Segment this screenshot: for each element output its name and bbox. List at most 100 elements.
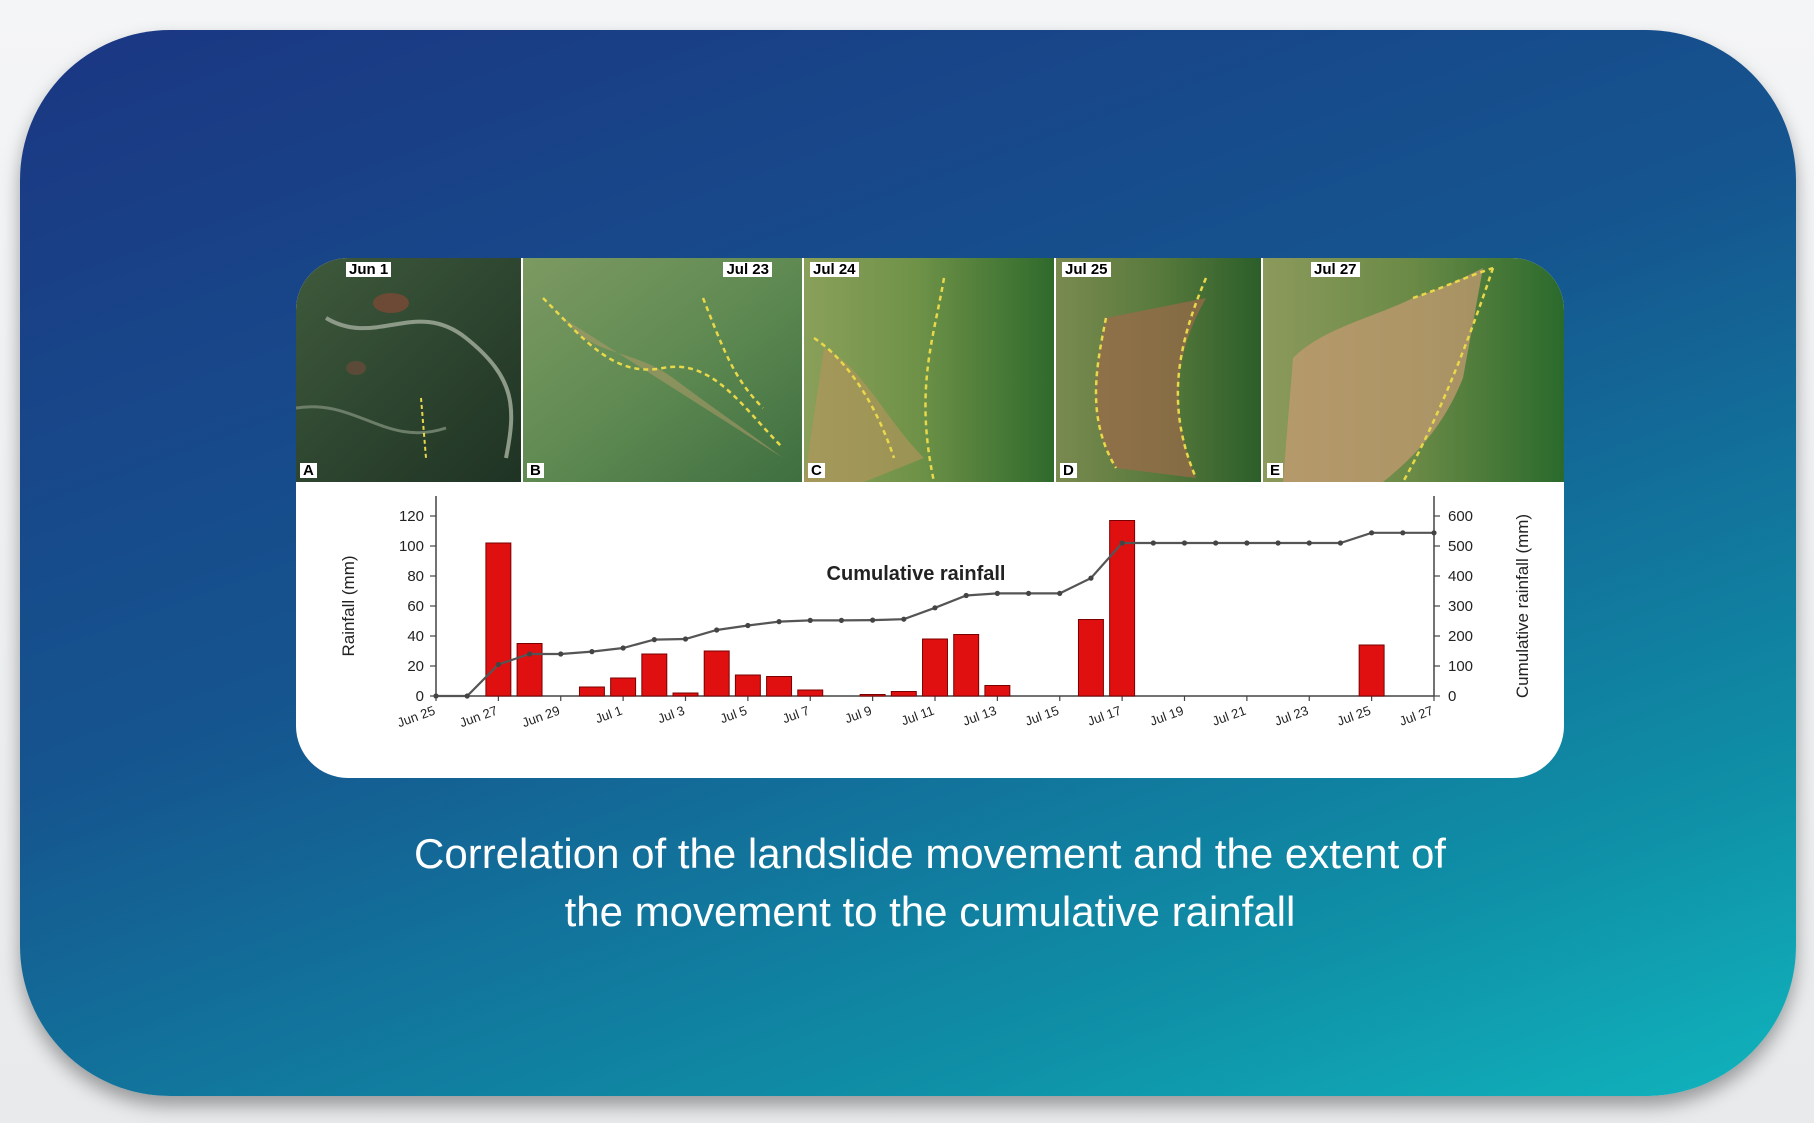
x-tick-label: Jul 11 [899, 703, 936, 729]
y2-tick-label: 600 [1448, 508, 1473, 525]
y2-tick-label: 100 [1448, 658, 1473, 675]
rainfall-bar [859, 694, 886, 697]
photo-a-image [296, 258, 521, 482]
rainfall-bar [890, 691, 917, 697]
y2-tick-label: 500 [1448, 538, 1473, 555]
x-tick-label: Jun 25 [395, 703, 437, 730]
photo-a-date: Jun 1 [346, 262, 392, 277]
x-tick-label: Jul 27 [1397, 703, 1435, 729]
rainfall-bar [766, 676, 793, 697]
cumulative-point [807, 617, 813, 623]
photo-e-date: Jul 27 [1311, 262, 1360, 277]
x-tick-label: Jul 7 [780, 703, 811, 726]
x-tick-label: Jul 5 [718, 703, 749, 726]
cumulative-point [745, 622, 751, 629]
rainfall-bar [641, 653, 668, 697]
y-tick-label: 100 [399, 538, 424, 555]
cumulative-point [932, 605, 938, 611]
cumulative-point [433, 693, 439, 699]
photo-e: Jul 27 E [1263, 258, 1564, 482]
rainfall-bar [734, 674, 761, 697]
y-tick-label: 0 [416, 688, 424, 705]
cumulative-point [1400, 530, 1406, 536]
x-tick-label: Jul 1 [593, 703, 624, 726]
x-tick-label: Jul 19 [1148, 703, 1186, 729]
photo-c-image [804, 258, 1054, 482]
cumulative-point [901, 616, 907, 622]
rainfall-bar [984, 685, 1011, 697]
y2-tick-label: 0 [1448, 688, 1456, 705]
caption-line-2: the movement to the cumulative rainfall [564, 888, 1296, 935]
cumulative-point [1213, 540, 1219, 546]
rainfall-bar [578, 686, 605, 697]
rainfall-bar [610, 677, 637, 697]
cumulative-annotation: Cumulative rainfall [827, 563, 1006, 585]
cumulative-point [1431, 530, 1437, 536]
x-tick-label: Jun 27 [458, 703, 500, 730]
y-tick-label: 20 [407, 658, 424, 675]
cumulative-point [1150, 540, 1156, 546]
figure-caption: Correlation of the landslide movement an… [296, 825, 1564, 941]
y2-tick-label: 300 [1448, 598, 1473, 615]
photo-e-letter: E [1267, 463, 1284, 478]
cumulative-point [682, 636, 689, 642]
y-tick-label: 120 [399, 508, 424, 525]
y-tick-label: 60 [407, 598, 424, 615]
rainfall-bars [485, 520, 1385, 697]
cumulative-point [620, 645, 626, 651]
cumulative-point [464, 693, 470, 699]
slide-card: Jun 1 A Jul 23 B [20, 30, 1796, 1096]
rainfall-bar [1077, 619, 1104, 697]
caption-line-1: Correlation of the landslide movement an… [414, 830, 1446, 877]
photo-strip: Jun 1 A Jul 23 B [296, 258, 1564, 482]
rainfall-bar [953, 634, 980, 697]
y-tick-label: 80 [407, 568, 424, 585]
x-tick-label: Jul 13 [961, 703, 999, 729]
photo-a-letter: A [300, 463, 317, 478]
cumulative-point [1275, 540, 1281, 546]
rainfall-bar [797, 689, 824, 697]
photo-c: Jul 24 C [804, 258, 1054, 482]
photo-c-letter: C [808, 463, 825, 478]
rainfall-bar [922, 638, 948, 697]
photo-d-image [1056, 258, 1261, 482]
cumulative-point [994, 590, 1000, 596]
photo-d-letter: D [1060, 463, 1077, 478]
rainfall-bar [485, 542, 512, 697]
cumulative-point [1369, 530, 1375, 536]
photo-b-letter: B [527, 463, 544, 478]
photo-c-date: Jul 24 [810, 262, 859, 277]
figure-panel: Jun 1 A Jul 23 B [296, 258, 1564, 778]
cumulative-point [1088, 575, 1094, 581]
photo-d: Jul 25 D [1056, 258, 1261, 482]
rainfall-bar [1358, 644, 1385, 697]
cumulative-point [776, 619, 782, 625]
rainfall-bar [703, 650, 730, 697]
y-tick-label: 40 [407, 628, 424, 645]
cumulative-point [651, 637, 657, 643]
cumulative-point [1057, 590, 1063, 596]
rainfall-chart: 0 20 40 60 80 100 120 0 100 200 300 400 500 600 Jun 25… [339, 496, 1532, 730]
cumulative-point [870, 617, 876, 623]
cumulative-point [1181, 540, 1188, 546]
rainfall-bar [516, 643, 543, 697]
x-tick-label: Jul 15 [1023, 703, 1061, 729]
cumulative-point [495, 661, 501, 668]
photo-b: Jul 23 B [523, 258, 802, 482]
y2-tick-label: 200 [1448, 628, 1473, 645]
rainfall-bar [1109, 520, 1136, 697]
x-tick-label: Jul 9 [843, 703, 874, 726]
photo-a: Jun 1 A [296, 258, 521, 482]
cumulative-point [1025, 590, 1032, 596]
photo-b-date: Jul 23 [723, 262, 772, 277]
x-tick-label: Jul 25 [1335, 703, 1373, 729]
y2-tick-label: 400 [1448, 568, 1473, 585]
cumulative-point [714, 627, 720, 633]
cumulative-line [433, 530, 1437, 699]
x-tick-label: Jul 17 [1085, 703, 1123, 729]
photo-b-image [523, 258, 802, 482]
x-tick-label: Jul 21 [1210, 703, 1248, 729]
y2-axis-title: Cumulative rainfall (mm) [1513, 514, 1532, 698]
cumulative-point [1244, 540, 1250, 546]
cumulative-point [838, 617, 845, 623]
